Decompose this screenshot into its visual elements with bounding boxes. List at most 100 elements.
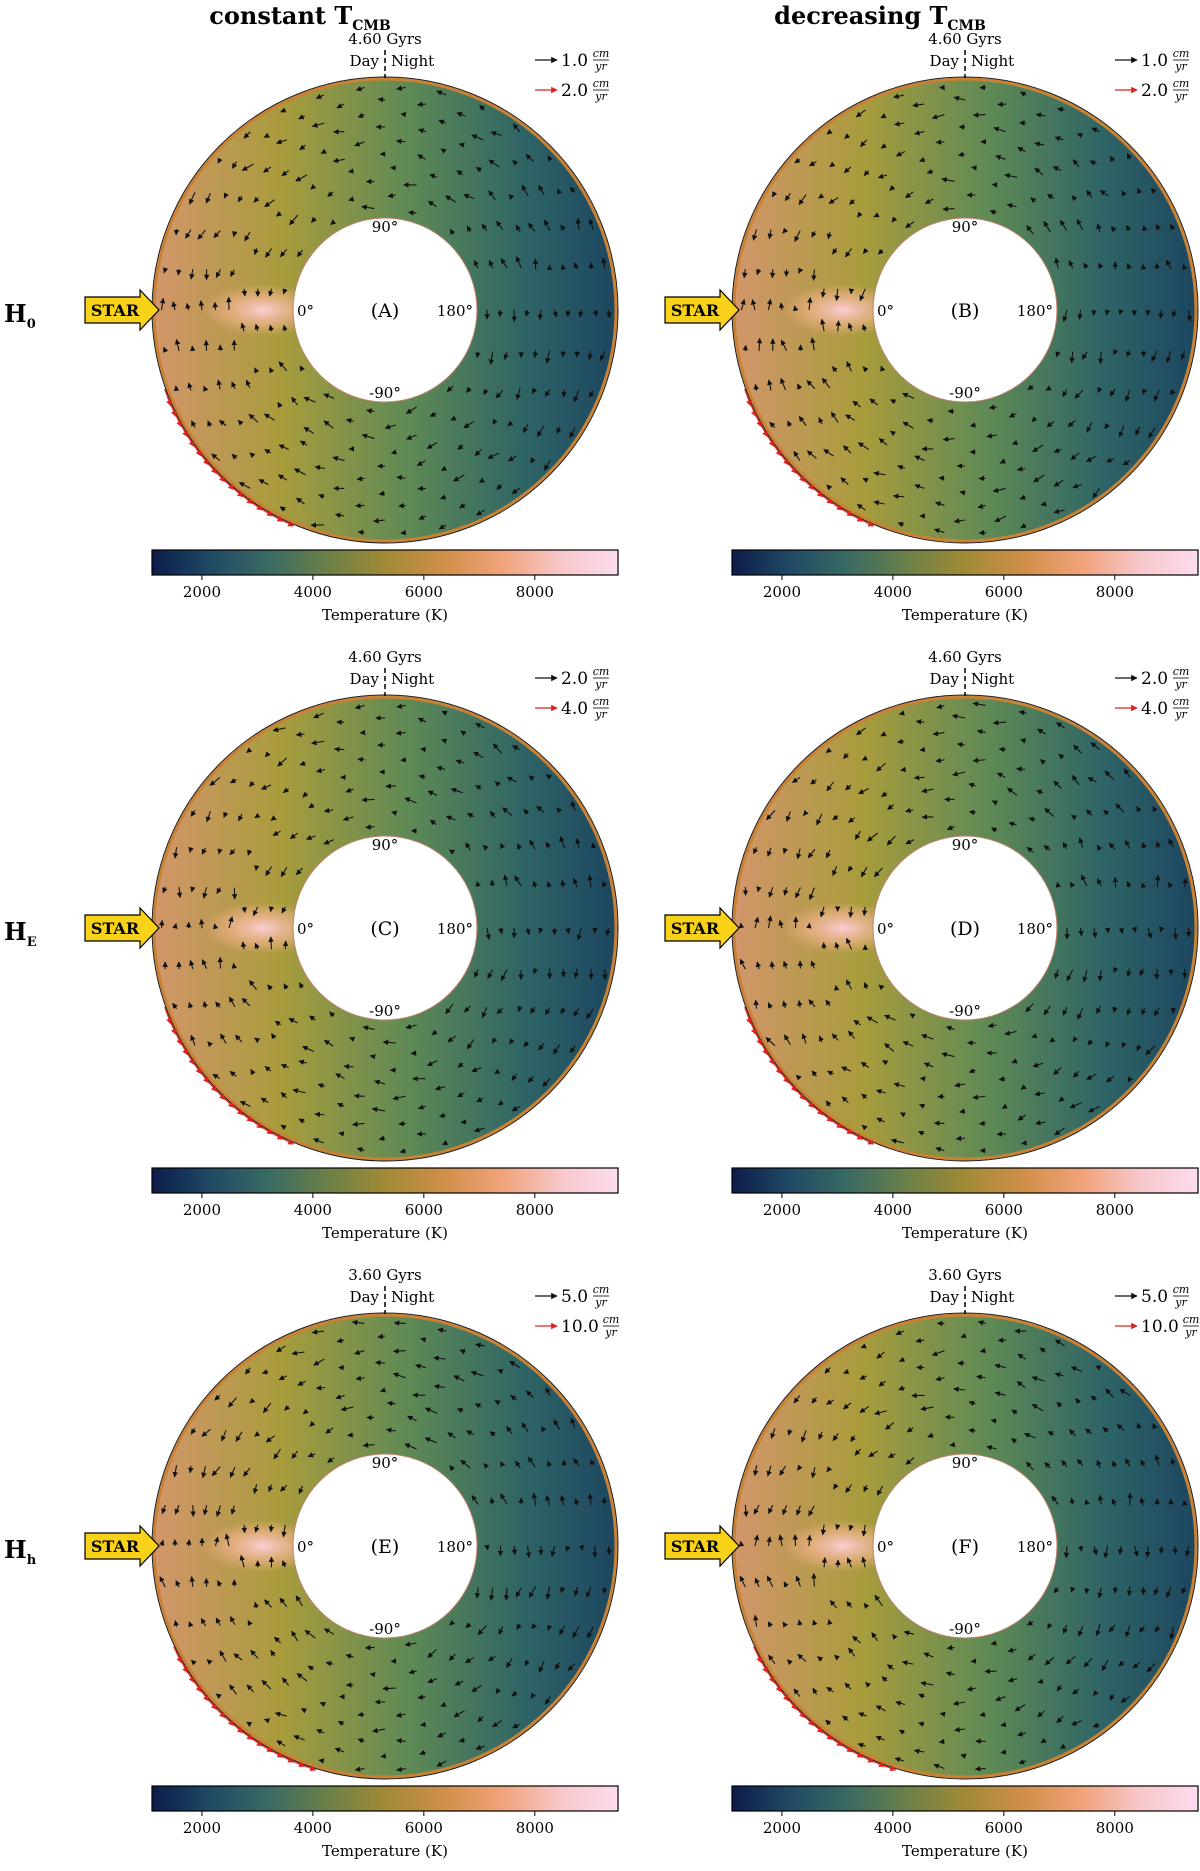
row-label-main: H — [4, 299, 27, 328]
angle-90-label: 90° — [952, 1454, 979, 1472]
velocity-arrow — [556, 807, 563, 814]
velocity-arrow — [856, 503, 866, 511]
colorbar: 2000 4000 6000 8000 Temperature (K) — [731, 549, 1199, 624]
velocity-arrow — [606, 309, 612, 318]
velocity-arrow — [530, 1006, 536, 1014]
velocity-arrow — [819, 906, 826, 918]
velocity-arrow — [292, 1088, 306, 1094]
colorbar-tick-label: 2000 — [183, 1819, 221, 1837]
velocity-arrow — [232, 231, 238, 238]
velocity-arrow — [1004, 1030, 1017, 1036]
velocity-arrow — [538, 185, 545, 195]
velocity-arrow — [601, 880, 608, 888]
legend-red-value: 2.0 — [1141, 81, 1168, 101]
velocity-arrow — [489, 879, 496, 887]
red-surface-arrows — [744, 388, 875, 527]
velocity-arrow — [272, 726, 286, 733]
colorbar-label: Temperature (K) — [902, 606, 1028, 624]
velocity-arrow — [919, 746, 926, 753]
velocity-arrow — [189, 269, 195, 280]
legend-unit-num: cm — [593, 665, 610, 678]
velocity-arrow — [806, 380, 816, 390]
velocity-arrow — [957, 151, 966, 158]
velocity-arrow — [797, 383, 803, 390]
velocity-arrow — [997, 101, 1007, 107]
velocity-arrow — [900, 766, 907, 773]
velocity-arrow — [1166, 350, 1172, 364]
velocity-arrow — [569, 187, 576, 193]
velocity-arrow — [453, 474, 465, 482]
velocity-arrow — [1080, 874, 1088, 887]
velocity-arrow — [1054, 257, 1060, 269]
star-label: STAR — [671, 919, 720, 938]
velocity-arrow — [280, 107, 287, 113]
velocity-arrow — [1055, 351, 1061, 358]
red-arrow — [744, 388, 752, 407]
velocity-arrow — [536, 425, 545, 437]
velocity-arrow — [173, 847, 179, 859]
legend-unit-den: yr — [1174, 60, 1187, 73]
velocity-arrow — [1053, 780, 1062, 789]
velocity-arrow — [1154, 262, 1160, 270]
velocity-arrow — [312, 1138, 325, 1144]
velocity-arrow — [515, 256, 522, 269]
velocity-arrow — [1096, 878, 1103, 887]
velocity-arrow — [886, 835, 896, 846]
velocity-arrow — [880, 365, 886, 372]
velocity-arrow — [172, 923, 178, 930]
angle-90-label: 90° — [372, 836, 399, 854]
velocity-arrow — [471, 1066, 482, 1073]
velocity-arrow — [1006, 202, 1017, 209]
velocity-arrow — [560, 1007, 566, 1014]
velocity-arrow — [310, 183, 317, 190]
velocity-arrow — [220, 1033, 227, 1044]
velocity-arrow — [1171, 309, 1177, 318]
velocity-arrow — [1096, 844, 1103, 851]
velocity-arrow — [1054, 969, 1060, 979]
column-title-sub: CMB — [352, 18, 391, 34]
velocity-arrow — [191, 420, 197, 428]
legend-unit-num: cm — [1173, 695, 1190, 708]
velocity-arrow — [347, 1432, 354, 1438]
velocity-arrow — [826, 484, 833, 491]
angle-m90-label: -90° — [369, 1002, 401, 1020]
velocity-arrow — [825, 999, 831, 1007]
velocity-arrow — [1047, 193, 1055, 200]
velocity-arrow — [873, 470, 886, 477]
colorbar-tick-label: 6000 — [985, 583, 1023, 601]
velocity-arrow — [373, 517, 386, 524]
velocity-arrow — [988, 404, 997, 411]
velocity-arrow — [494, 1068, 501, 1075]
velocity-arrow — [912, 102, 925, 108]
row-label-sub: 0 — [27, 317, 36, 332]
hot-plume — [203, 284, 323, 336]
velocity-arrow — [293, 468, 306, 476]
velocity-arrow — [1071, 195, 1078, 202]
row-label-sub: h — [27, 1553, 37, 1568]
velocity-arrow — [187, 382, 193, 391]
velocity-arrow — [436, 90, 447, 96]
velocity-arrow — [416, 460, 426, 467]
velocity-arrow — [507, 420, 514, 427]
velocity-arrow — [931, 114, 945, 120]
velocity-arrow — [378, 490, 386, 496]
velocity-arrow — [487, 452, 500, 459]
velocity-arrow — [489, 810, 496, 819]
velocity-arrow — [1104, 422, 1110, 430]
velocity-arrow — [557, 188, 563, 195]
colorbar-tick-label: 4000 — [874, 583, 912, 601]
velocity-arrow — [926, 418, 934, 424]
velocity-arrow — [1126, 350, 1132, 358]
velocity-arrow — [354, 704, 365, 710]
velocity-arrow — [426, 442, 438, 449]
velocity-arrow — [1034, 141, 1045, 147]
panel-a: 4.60 Gyrs Day Night 90° -90° 0° 180° (A) STAR 1.0… — [84, 30, 619, 624]
velocity-arrow — [473, 751, 484, 759]
velocity-arrow — [243, 131, 251, 139]
angle-180-label: 180° — [437, 302, 473, 320]
velocity-arrow — [332, 157, 345, 164]
velocity-arrow — [281, 170, 290, 177]
velocity-arrow — [556, 426, 562, 434]
velocity-arrow — [333, 746, 345, 753]
velocity-arrow — [159, 297, 166, 311]
